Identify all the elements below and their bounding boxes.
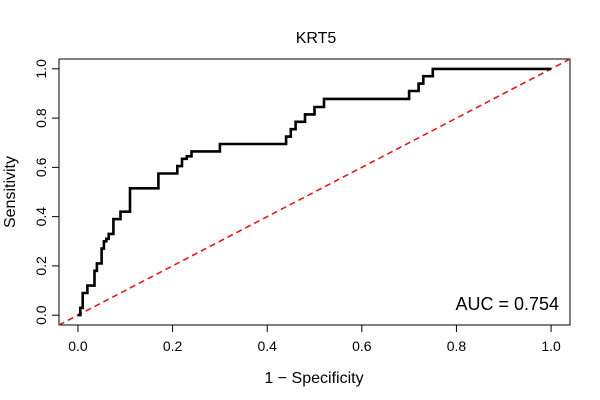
x-axis-label: 1 − Specificity: [264, 370, 363, 387]
auc-annotation: AUC = 0.754: [455, 294, 559, 314]
y-axis: 0.0 0.2 0.4 0.6 0.8 1.0: [33, 59, 60, 325]
x-tick-label: 0.2: [163, 338, 183, 354]
roc-curve-line: [77, 67, 552, 317]
chart-title: KRT5: [296, 30, 337, 47]
y-tick-label: 0.8: [33, 108, 49, 128]
x-axis: 0.0 0.2 0.4 0.6 0.8 1.0: [68, 324, 561, 354]
y-tick-label: 1.0: [33, 59, 49, 79]
x-tick-label: 0.8: [447, 338, 467, 354]
series-layer: [59, 59, 570, 325]
y-tick-label: 0.6: [33, 157, 49, 177]
x-tick-label: 0.0: [68, 338, 88, 354]
x-tick-label: 0.6: [352, 338, 372, 354]
x-tick-label: 1.0: [541, 338, 561, 354]
y-tick-label: 0.4: [33, 207, 49, 227]
plot-frame: [58, 58, 571, 326]
reference-diagonal-line: [59, 59, 570, 325]
y-tick-label: 0.0: [33, 305, 49, 325]
y-axis-label: Sensitivity: [2, 156, 19, 228]
x-tick-label: 0.4: [257, 338, 277, 354]
y-tick-label: 0.2: [33, 256, 49, 276]
